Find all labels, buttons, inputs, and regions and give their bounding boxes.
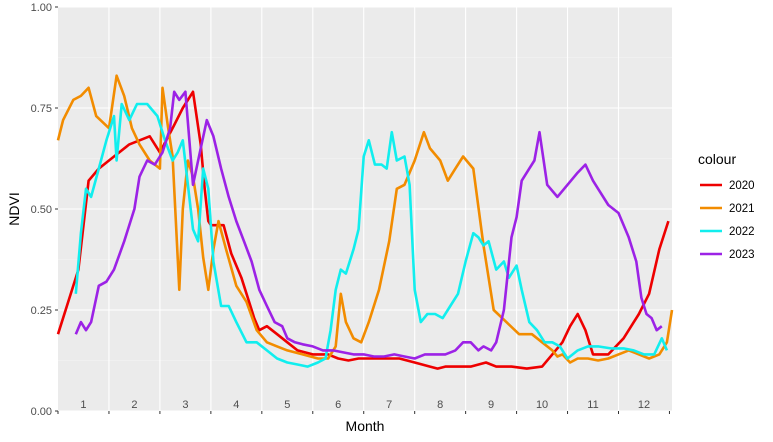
legend-label-2023: 2023: [729, 249, 755, 261]
month-label: 1: [80, 399, 86, 411]
month-label: 9: [488, 399, 494, 411]
month-label: 10: [536, 399, 548, 411]
month-label: 4: [233, 399, 239, 411]
month-label: 7: [386, 399, 392, 411]
x-axis-title: Month: [346, 418, 385, 434]
legend-label-2020: 2020: [729, 180, 755, 192]
series-line-2020: [56, 90, 670, 370]
x-axis: 1 2 3 4 5 6 7 8 9 10 11 12: [57, 399, 670, 414]
y-axis-title: NDVI: [6, 192, 22, 225]
month-label: 5: [284, 399, 290, 411]
legend-label-2021: 2021: [729, 203, 755, 215]
month-label: 11: [587, 399, 598, 411]
y-tick-label: 0.75: [31, 103, 52, 115]
y-tick-label: 0.00: [31, 406, 52, 418]
y-axis: 0.00 0.25 0.50 0.75 1.00: [31, 2, 58, 418]
y-tick-label: 1.00: [31, 2, 52, 14]
month-label: 3: [182, 399, 188, 411]
legend: colour 2020 2021 2022 2023: [698, 151, 755, 261]
month-label: 12: [638, 399, 650, 411]
y-tick-label: 0.50: [31, 204, 52, 216]
month-label: 2: [131, 399, 137, 411]
month-label: 8: [437, 399, 443, 411]
series-line-2022: [74, 102, 669, 368]
series-lines: [56, 74, 674, 370]
series-line-2023: [74, 90, 663, 360]
legend-title: colour: [698, 151, 736, 167]
month-label: 6: [335, 399, 341, 411]
legend-label-2022: 2022: [729, 226, 755, 238]
y-tick-label: 0.25: [31, 305, 52, 317]
